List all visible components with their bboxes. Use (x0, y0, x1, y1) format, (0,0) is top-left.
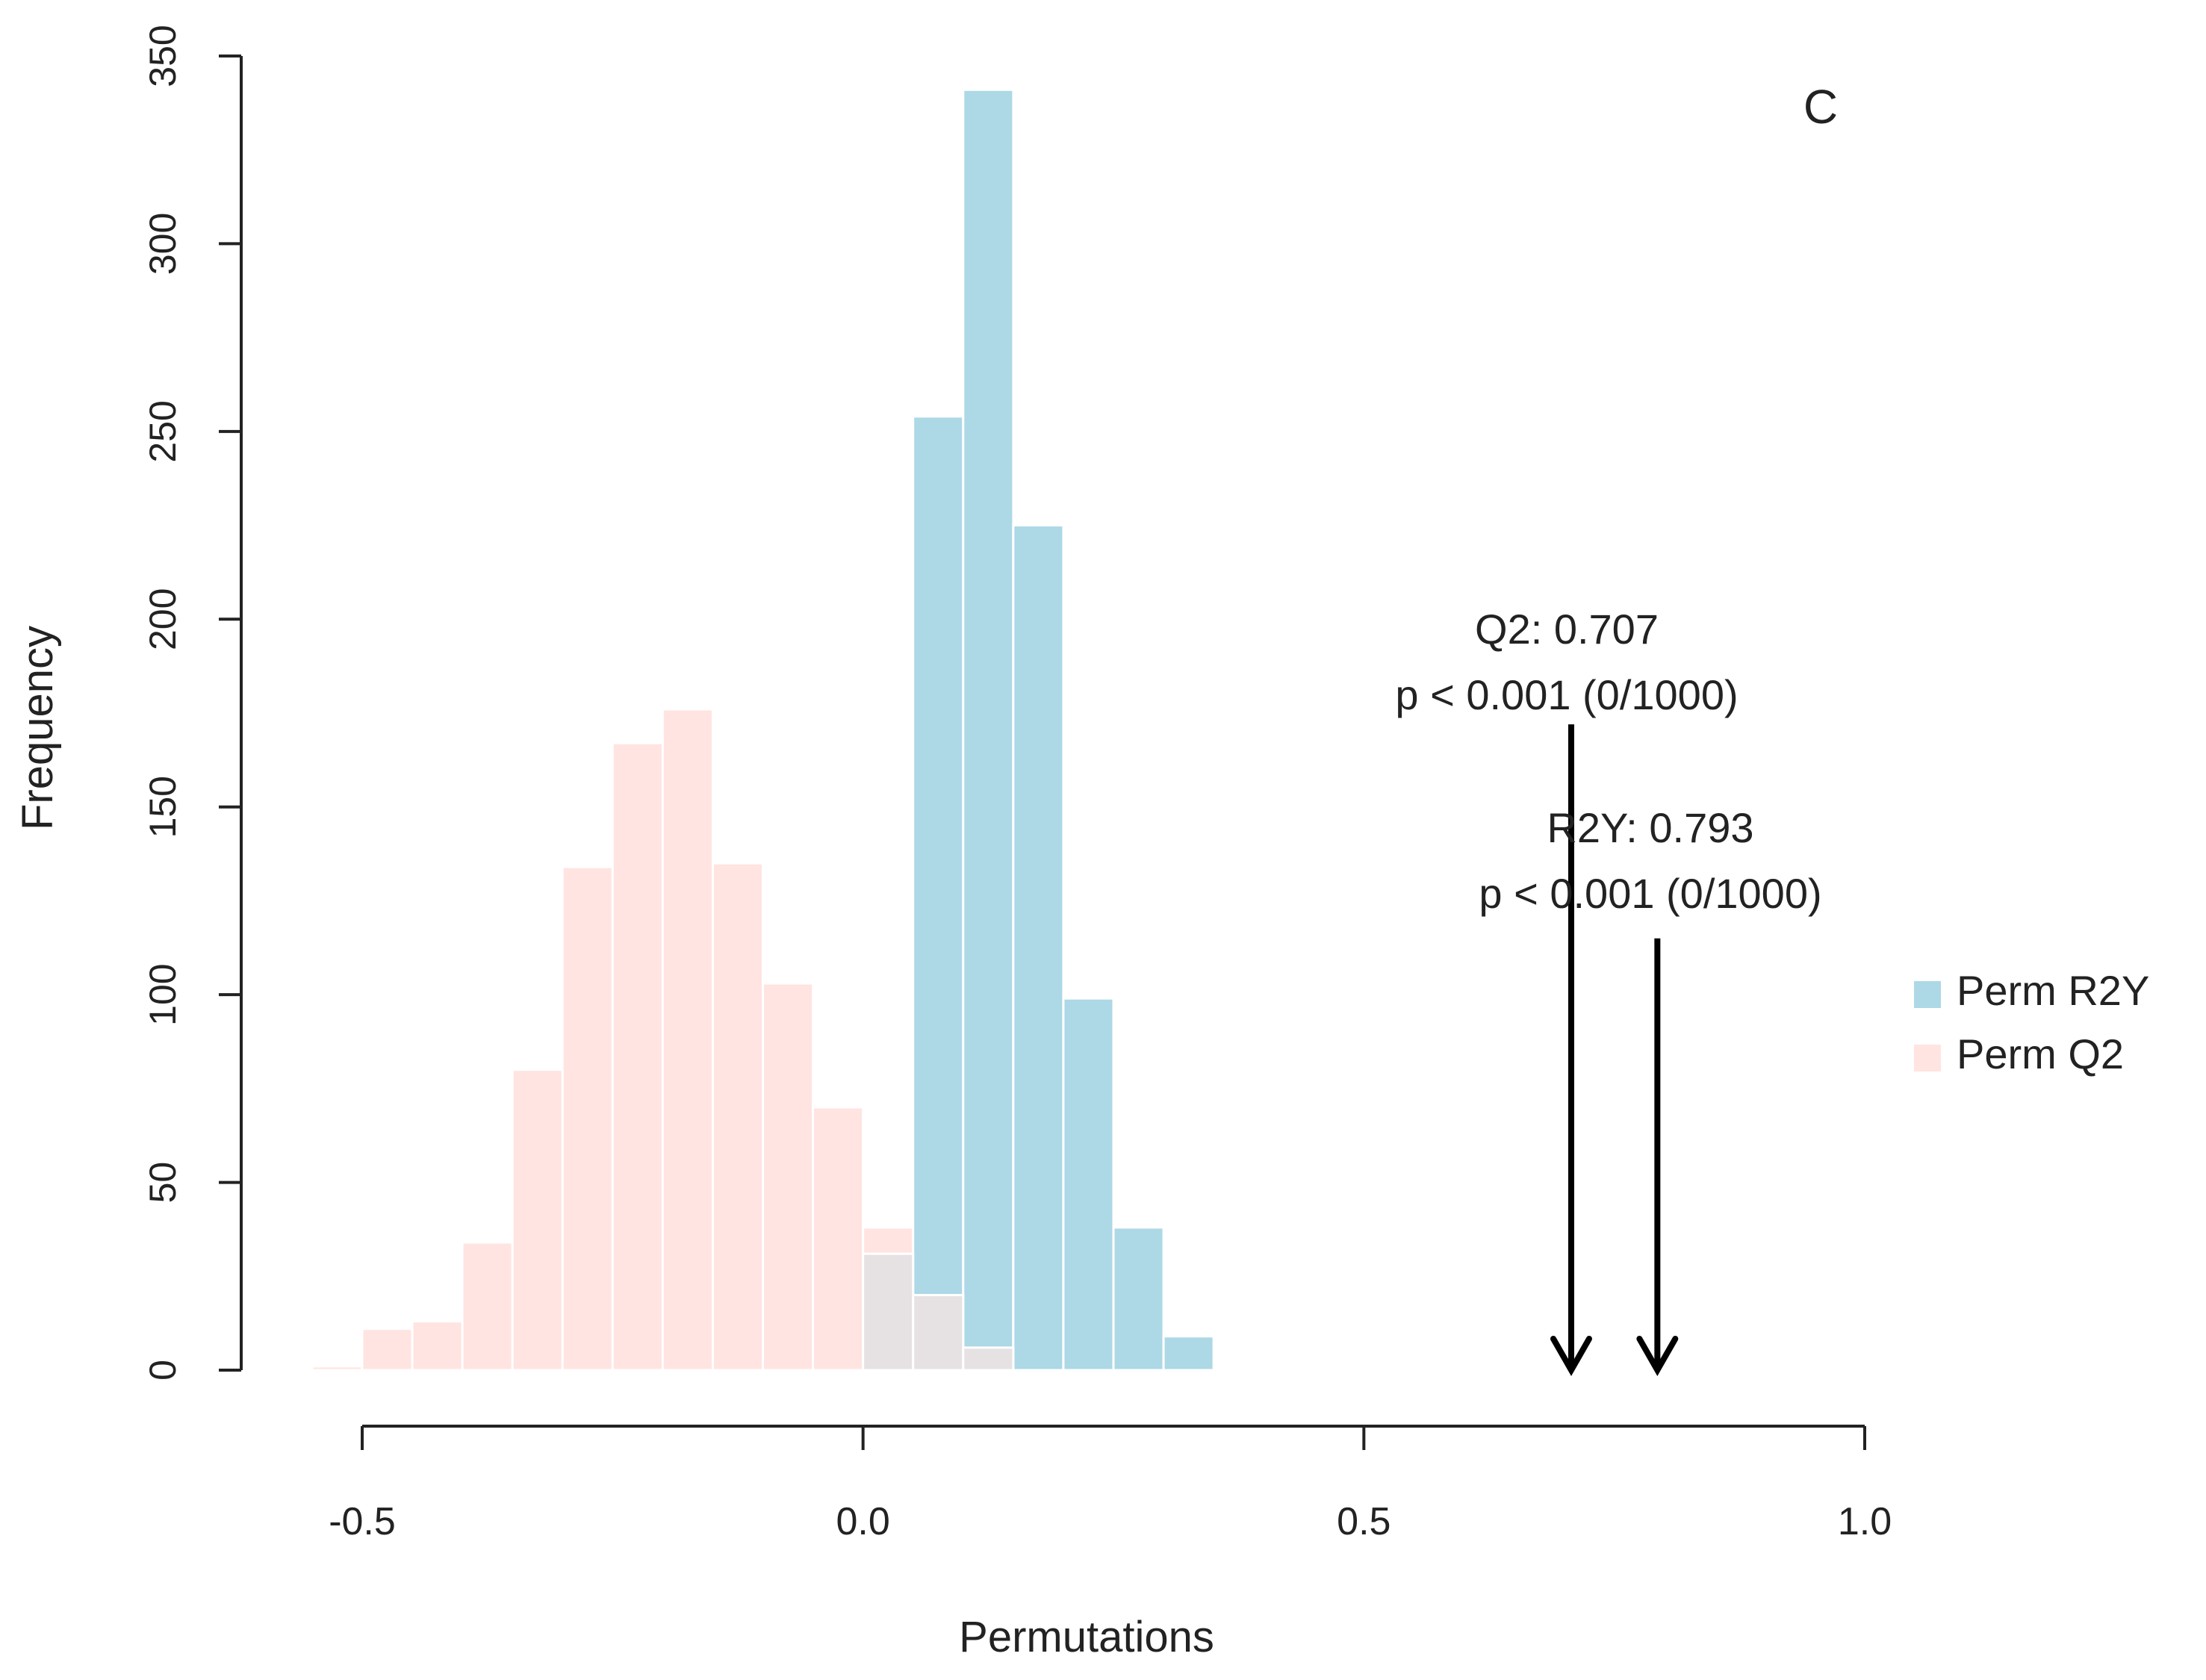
legend-swatch (1914, 1045, 1941, 1071)
perm-r2y-bar (912, 415, 965, 1372)
perm-r2y-bar (1112, 1226, 1165, 1372)
q2-annotation: Q2: 0.707 p < 0.001 (0/1000) (1395, 606, 1739, 1377)
x-tick-label: 1.0 (1838, 1500, 1892, 1543)
overlap-bar (962, 1346, 1015, 1372)
legend-label: Perm Q2 (1957, 1030, 2124, 1077)
perm-q2-bars (311, 708, 1015, 1372)
y-tick-label: 150 (142, 776, 184, 838)
perm-r2y-bar (1062, 997, 1115, 1372)
y-axis-title: Frequency (13, 626, 62, 830)
perm-q2-bar (511, 1068, 564, 1372)
overlap-bar (862, 1252, 915, 1372)
r2y-annotation-value: R2Y: 0.793 (1547, 804, 1753, 851)
perm-q2-bar (361, 1328, 414, 1372)
annotations: Q2: 0.707 p < 0.001 (0/1000) R2Y: 0.793 p <… (1395, 606, 1822, 1377)
x-axis: -0.5 0.0 0.5 1.0 (329, 1425, 1892, 1543)
perm-q2-bar (812, 1106, 865, 1372)
y-tick-label: 50 (142, 1162, 184, 1204)
y-tick-label: 250 (142, 400, 184, 462)
y-tick-label: 0 (142, 1360, 184, 1381)
x-tick-label: -0.5 (329, 1500, 396, 1543)
overlap-bar (912, 1293, 965, 1372)
perm-r2y-bar (1162, 1335, 1215, 1372)
perm-q2-bar (461, 1241, 514, 1372)
perm-q2-bar (711, 862, 765, 1372)
y-axis: 0 50 100 150 200 250 300 350 (142, 25, 243, 1381)
perm-r2y-bar (1012, 524, 1065, 1372)
q2-annotation-arrow-head (1550, 1336, 1592, 1377)
q2-annotation-value: Q2: 0.707 (1475, 606, 1659, 653)
perm-q2-bar (661, 708, 714, 1372)
perm-q2-bar (762, 982, 815, 1372)
r2y-annotation-pvalue: p < 0.001 (0/1000) (1479, 870, 1821, 917)
perm-q2-bar (561, 865, 614, 1372)
y-tick-label: 200 (142, 588, 184, 650)
legend-swatch (1914, 981, 1941, 1008)
panel-label: C (1803, 80, 1838, 134)
x-tick-label: 0.0 (836, 1500, 890, 1543)
y-tick-label: 350 (142, 25, 184, 87)
y-tick-label: 100 (142, 963, 184, 1025)
legend-label: Perm R2Y (1957, 967, 2149, 1014)
perm-r2y-bar (962, 88, 1015, 1372)
perm-q2-bar (411, 1320, 464, 1372)
r2y-annotation: R2Y: 0.793 p < 0.001 (0/1000) (1479, 804, 1822, 1377)
perm-q2-bar (611, 741, 664, 1372)
x-tick-label: 0.5 (1337, 1500, 1391, 1543)
x-axis-title: Permutations (959, 1613, 1214, 1661)
q2-annotation-pvalue: p < 0.001 (0/1000) (1395, 671, 1738, 718)
y-tick-label: 300 (142, 213, 184, 275)
overlap-bars (862, 1252, 1015, 1372)
perm-q2-bar (311, 1365, 364, 1372)
legend: Perm R2Y Perm Q2 (1914, 967, 2149, 1077)
r2y-annotation-arrow-head (1636, 1336, 1679, 1377)
